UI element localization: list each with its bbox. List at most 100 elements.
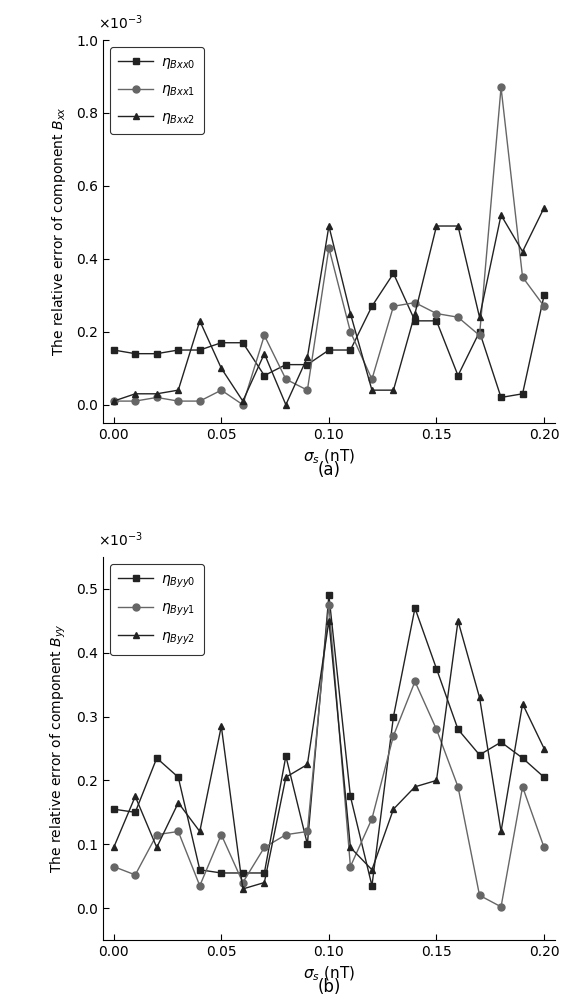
$\eta_{Byy1}$ bbox=[153, 829, 160, 841]
$\eta_{Bxx1}$ bbox=[455, 311, 462, 323]
$\eta_{Bxx1}$ bbox=[325, 242, 332, 254]
$\eta_{Byy0}$ bbox=[498, 736, 505, 748]
Line: $\eta_{Bxx1}$: $\eta_{Bxx1}$ bbox=[110, 84, 547, 408]
$\eta_{Byy2}$ bbox=[325, 615, 332, 627]
$\eta_{Byy1}$ bbox=[110, 861, 117, 873]
$\eta_{Byy1}$ bbox=[347, 861, 354, 873]
$\eta_{Bxx0}$ bbox=[132, 348, 138, 360]
Text: $\times10^{-3}$: $\times10^{-3}$ bbox=[98, 14, 144, 32]
$\eta_{Bxx0}$ bbox=[218, 337, 225, 349]
Line: $\eta_{Byy0}$: $\eta_{Byy0}$ bbox=[110, 592, 547, 889]
$\eta_{Byy2}$ bbox=[153, 841, 160, 853]
$\eta_{Byy2}$ bbox=[218, 720, 225, 732]
$\eta_{Bxx2}$ bbox=[283, 399, 289, 411]
$\eta_{Bxx2}$ bbox=[519, 246, 526, 258]
$\eta_{Byy1}$ bbox=[541, 841, 547, 853]
$\eta_{Byy1}$ bbox=[132, 869, 138, 881]
$\eta_{Byy1}$ bbox=[519, 781, 526, 793]
$\eta_{Byy2}$ bbox=[283, 771, 289, 783]
$\eta_{Bxx1}$ bbox=[132, 395, 138, 407]
$\eta_{Byy0}$ bbox=[175, 771, 182, 783]
Line: $\eta_{Bxx0}$: $\eta_{Bxx0}$ bbox=[110, 270, 547, 401]
$\eta_{Byy1}$ bbox=[283, 829, 289, 841]
$\eta_{Bxx2}$ bbox=[347, 308, 354, 320]
$\eta_{Bxx0}$ bbox=[368, 300, 375, 312]
$\eta_{Byy0}$ bbox=[433, 663, 440, 675]
X-axis label: $\sigma_s$ (nT): $\sigma_s$ (nT) bbox=[303, 964, 355, 983]
$\eta_{Bxx2}$ bbox=[218, 362, 225, 374]
$\eta_{Byy0}$ bbox=[283, 750, 289, 762]
$\eta_{Byy2}$ bbox=[347, 841, 354, 853]
$\eta_{Byy2}$ bbox=[304, 758, 311, 770]
$\eta_{Bxx1}$ bbox=[196, 395, 203, 407]
$\eta_{Bxx0}$ bbox=[455, 370, 462, 382]
$\eta_{Byy2}$ bbox=[110, 841, 117, 853]
$\eta_{Bxx0}$ bbox=[325, 344, 332, 356]
$\eta_{Byy0}$ bbox=[411, 602, 418, 614]
$\eta_{Bxx1}$ bbox=[218, 384, 225, 396]
$\eta_{Byy0}$ bbox=[240, 867, 247, 879]
$\eta_{Byy0}$ bbox=[476, 749, 483, 761]
Y-axis label: The relative error of component $B_{yy}$: The relative error of component $B_{yy}$ bbox=[49, 624, 67, 873]
$\eta_{Byy0}$ bbox=[541, 771, 547, 783]
$\eta_{Byy2}$ bbox=[541, 743, 547, 755]
$\eta_{Bxx2}$ bbox=[153, 388, 160, 400]
$\eta_{Bxx0}$ bbox=[411, 315, 418, 327]
$\eta_{Bxx1}$ bbox=[368, 373, 375, 385]
$\eta_{Bxx2}$ bbox=[240, 395, 247, 407]
$\eta_{Byy1}$ bbox=[476, 889, 483, 901]
$\eta_{Bxx2}$ bbox=[196, 315, 203, 327]
$\eta_{Bxx2}$ bbox=[325, 220, 332, 232]
$\eta_{Byy0}$ bbox=[347, 790, 354, 802]
$\eta_{Bxx1}$ bbox=[153, 391, 160, 403]
$\eta_{Byy1}$ bbox=[325, 599, 332, 611]
$\eta_{Byy2}$ bbox=[390, 803, 397, 815]
$\eta_{Bxx2}$ bbox=[411, 308, 418, 320]
$\eta_{Byy0}$ bbox=[519, 752, 526, 764]
Text: (a): (a) bbox=[317, 461, 340, 479]
Text: (b): (b) bbox=[317, 978, 340, 996]
$\eta_{Byy0}$ bbox=[455, 723, 462, 735]
$\eta_{Bxx0}$ bbox=[196, 344, 203, 356]
$\eta_{Bxx0}$ bbox=[390, 267, 397, 279]
$\eta_{Byy1}$ bbox=[455, 781, 462, 793]
$\eta_{Byy1}$ bbox=[498, 901, 505, 913]
$\eta_{Byy2}$ bbox=[411, 781, 418, 793]
$\eta_{Byy0}$ bbox=[218, 867, 225, 879]
X-axis label: $\sigma_s$ (nT): $\sigma_s$ (nT) bbox=[303, 447, 355, 466]
$\eta_{Bxx1}$ bbox=[411, 297, 418, 309]
$\eta_{Bxx0}$ bbox=[433, 315, 440, 327]
$\eta_{Bxx0}$ bbox=[153, 348, 160, 360]
$\eta_{Bxx1}$ bbox=[283, 373, 289, 385]
Legend: $\eta_{Byy0}$, $\eta_{Byy1}$, $\eta_{Byy2}$: $\eta_{Byy0}$, $\eta_{Byy1}$, $\eta_{Byy… bbox=[110, 564, 204, 655]
$\eta_{Bxx1}$ bbox=[390, 300, 397, 312]
$\eta_{Bxx1}$ bbox=[541, 300, 547, 312]
$\eta_{Bxx2}$ bbox=[261, 348, 268, 360]
$\eta_{Bxx1}$ bbox=[240, 399, 247, 411]
$\eta_{Bxx0}$ bbox=[519, 388, 526, 400]
$\eta_{Bxx0}$ bbox=[541, 289, 547, 301]
$\eta_{Bxx2}$ bbox=[498, 209, 505, 221]
$\eta_{Bxx0}$ bbox=[476, 326, 483, 338]
$\eta_{Byy2}$ bbox=[368, 864, 375, 876]
$\eta_{Byy1}$ bbox=[196, 880, 203, 892]
$\eta_{Bxx0}$ bbox=[110, 344, 117, 356]
$\eta_{Byy2}$ bbox=[175, 797, 182, 809]
$\eta_{Byy0}$ bbox=[368, 880, 375, 892]
$\eta_{Byy0}$ bbox=[390, 711, 397, 723]
$\eta_{Bxx0}$ bbox=[304, 359, 311, 371]
$\eta_{Bxx1}$ bbox=[433, 308, 440, 320]
$\eta_{Bxx1}$ bbox=[347, 326, 354, 338]
$\eta_{Bxx1}$ bbox=[261, 329, 268, 341]
$\eta_{Bxx0}$ bbox=[175, 344, 182, 356]
$\eta_{Bxx2}$ bbox=[110, 395, 117, 407]
$\eta_{Bxx2}$ bbox=[368, 384, 375, 396]
$\eta_{Byy1}$ bbox=[240, 877, 247, 889]
Legend: $\eta_{Bxx0}$, $\eta_{Bxx1}$, $\eta_{Bxx2}$: $\eta_{Bxx0}$, $\eta_{Bxx1}$, $\eta_{Bxx… bbox=[110, 47, 204, 134]
$\eta_{Byy1}$ bbox=[433, 723, 440, 735]
$\eta_{Byy1}$ bbox=[411, 675, 418, 687]
$\eta_{Bxx2}$ bbox=[132, 388, 138, 400]
$\eta_{Byy2}$ bbox=[196, 825, 203, 837]
$\eta_{Bxx2}$ bbox=[304, 351, 311, 363]
Line: $\eta_{Byy2}$: $\eta_{Byy2}$ bbox=[110, 617, 547, 892]
